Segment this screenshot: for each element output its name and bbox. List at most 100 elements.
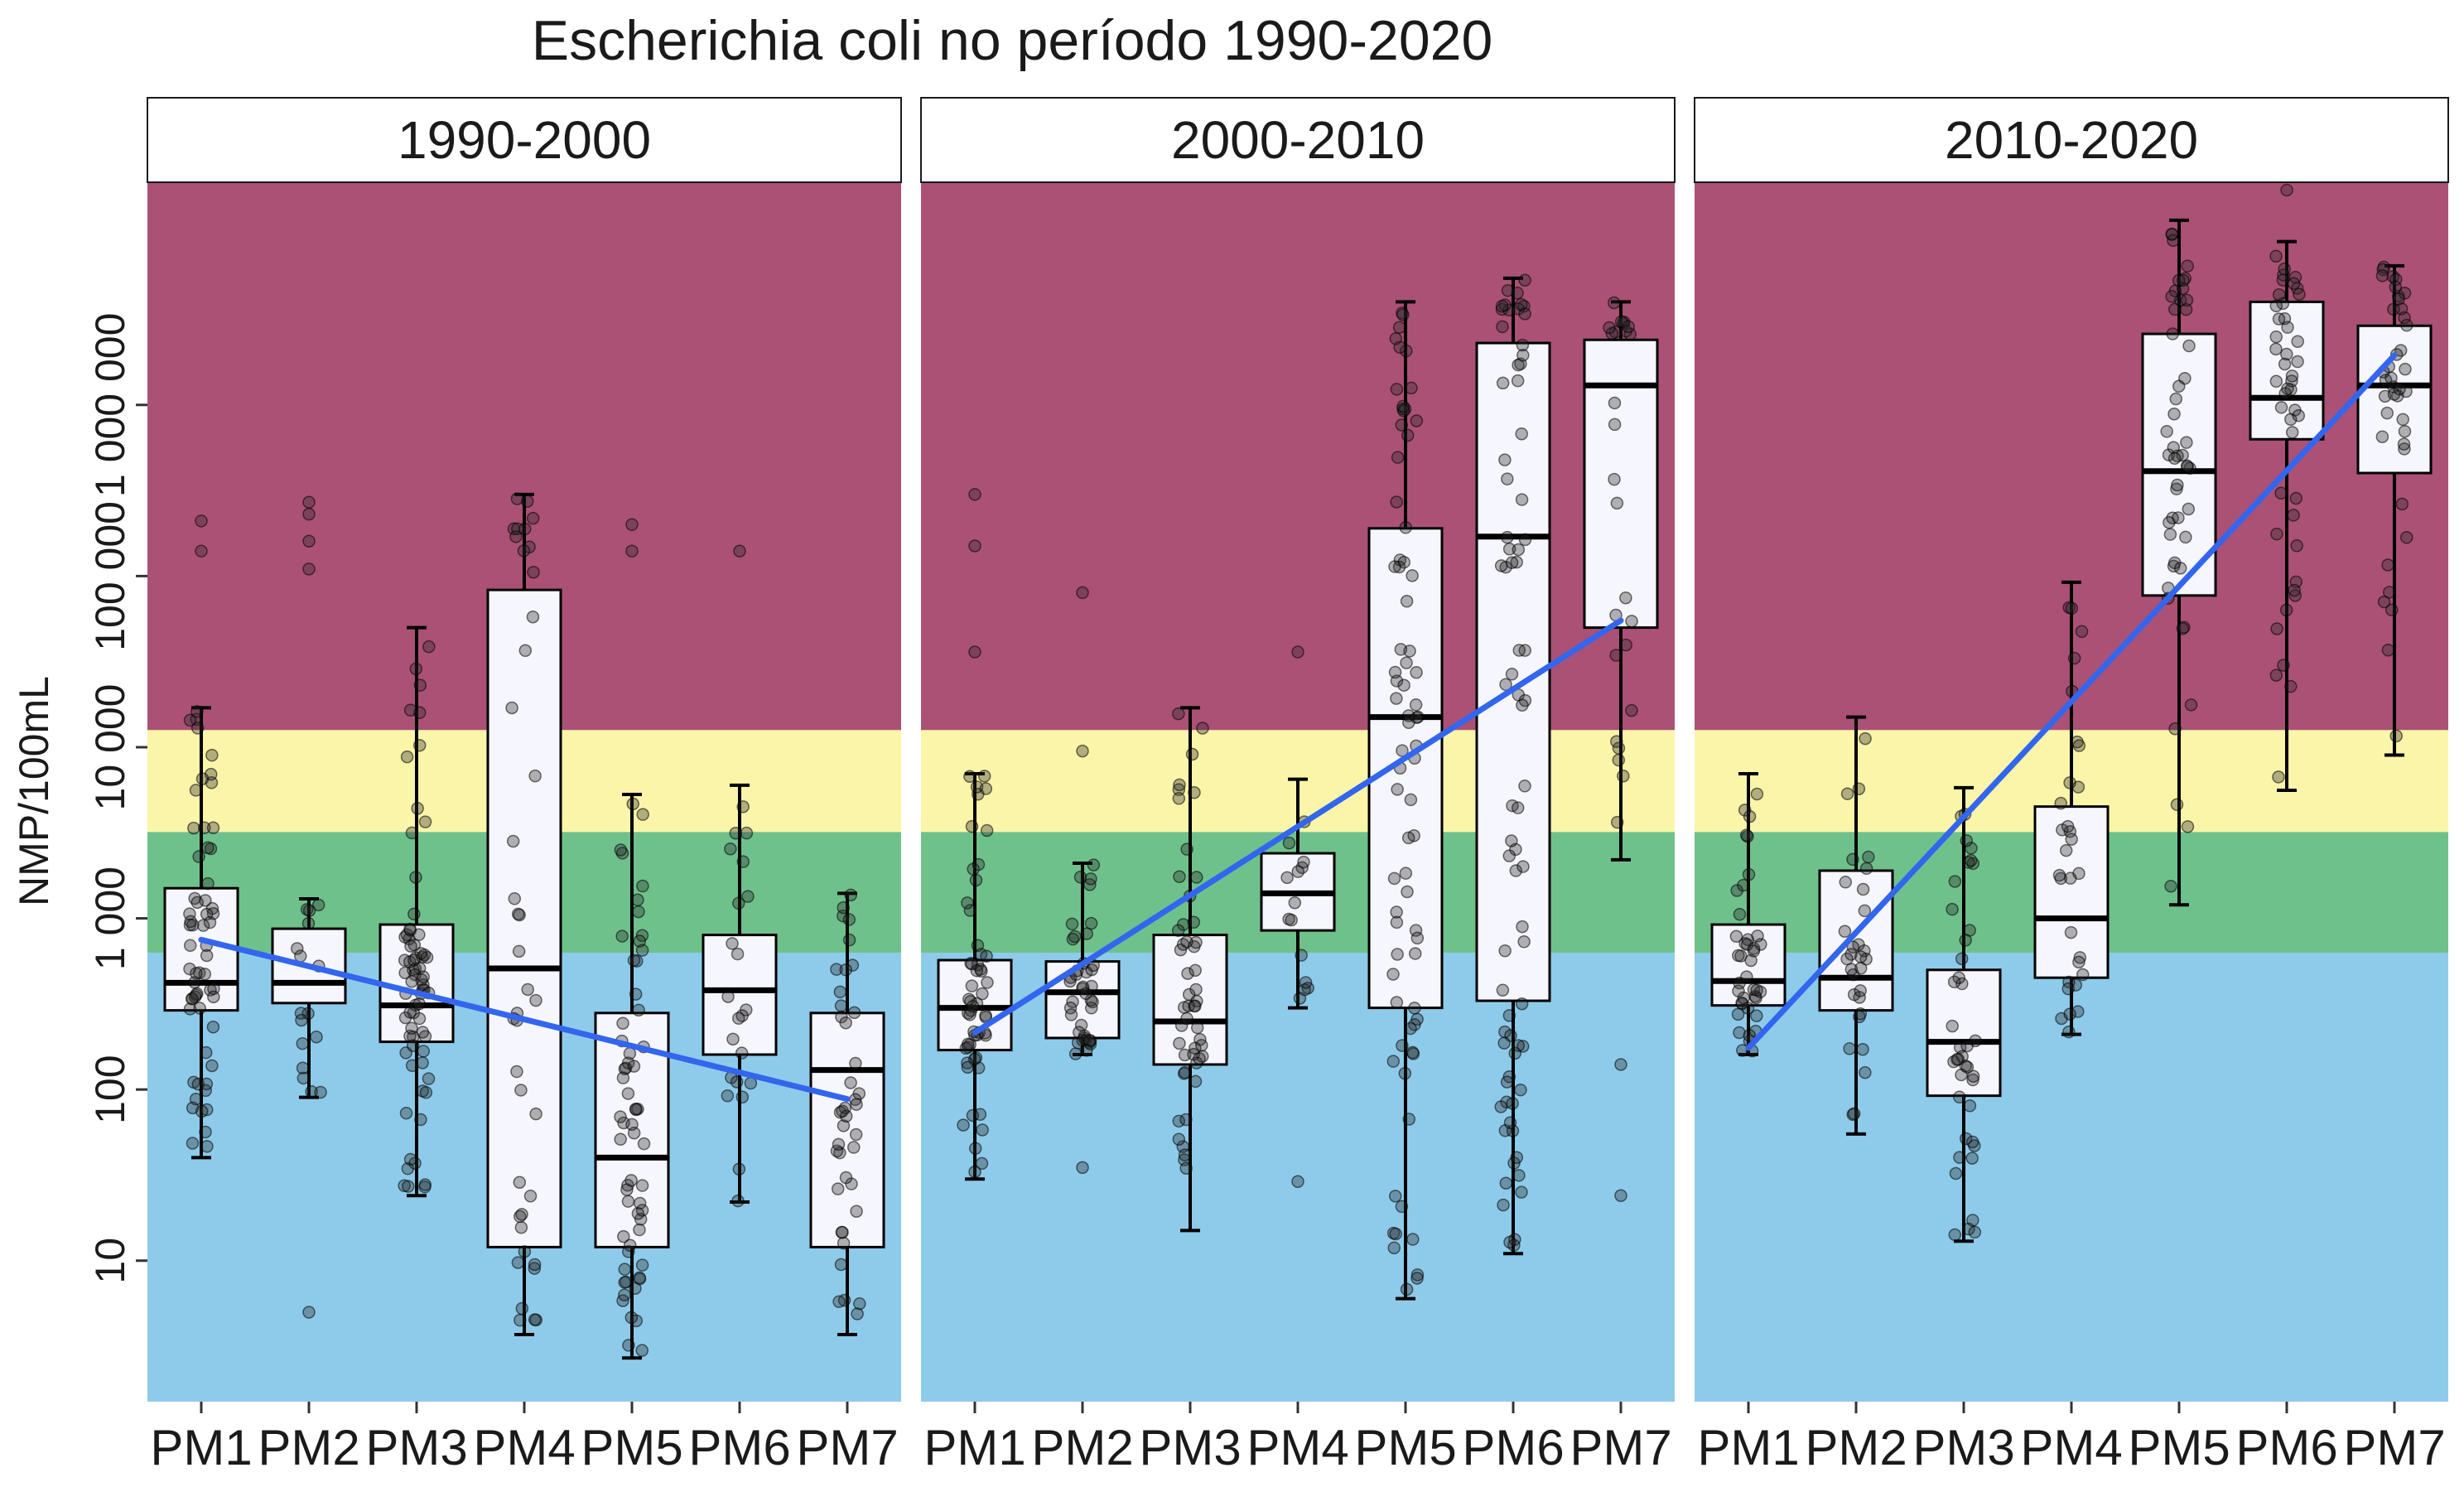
data-point [1959, 1132, 1973, 1146]
data-point [186, 918, 200, 932]
data-point [837, 1236, 851, 1250]
data-point [417, 1045, 431, 1058]
x-tick-label: PM6 [2235, 1420, 2337, 1475]
data-point [1607, 296, 1621, 310]
data-point [970, 963, 984, 978]
data-point [1397, 678, 1410, 692]
chart-title: Escherichia coli no período 1990-2020 [532, 9, 1493, 72]
data-point [1612, 753, 1626, 767]
data-point [187, 821, 200, 835]
data-point [626, 797, 639, 811]
data-point [1400, 344, 1413, 358]
data-point [2063, 1007, 2076, 1021]
data-point [2274, 401, 2288, 414]
data-point [2062, 1025, 2076, 1039]
data-point [637, 1137, 651, 1151]
data-point [614, 843, 628, 857]
data-point [1079, 987, 1092, 1001]
data-point [2387, 388, 2401, 401]
data-point [1846, 852, 1859, 867]
data-point [839, 1016, 852, 1030]
data-point [1508, 1046, 1521, 1060]
data-point [1856, 1042, 1869, 1056]
data-point [2059, 843, 2073, 857]
data-point [2289, 491, 2303, 505]
data-point [2287, 509, 2300, 522]
data-point [1506, 1097, 1519, 1110]
data-point [724, 842, 737, 856]
y-tick-label: 1 000 000 [87, 313, 133, 497]
data-point [2278, 357, 2292, 371]
data-point [2280, 347, 2293, 361]
data-point [2399, 531, 2413, 544]
data-point [2163, 515, 2176, 529]
data-point [732, 896, 745, 910]
data-point [1188, 786, 1201, 799]
data-point [976, 1123, 989, 1137]
data-point [1388, 665, 1402, 679]
data-point [1180, 935, 1193, 949]
data-point [403, 1029, 417, 1043]
x-tick-label: PM7 [1570, 1420, 1671, 1475]
data-point [2398, 424, 2412, 438]
data-point [1178, 1065, 1192, 1079]
data-point [633, 1196, 647, 1210]
data-point [1299, 976, 1313, 989]
data-point [1965, 1135, 1979, 1149]
facet-strip-label: 2010-2020 [1945, 110, 2198, 170]
data-point [506, 834, 520, 848]
data-point [636, 808, 649, 821]
data-point [1084, 916, 1098, 930]
data-point [1619, 638, 1632, 652]
outlier-point [302, 534, 316, 548]
data-point [2180, 436, 2193, 449]
data-point [842, 933, 856, 947]
data-point [2176, 448, 2189, 462]
data-point [1515, 427, 1528, 441]
data-point [1391, 948, 1404, 961]
data-point [405, 1059, 419, 1073]
data-point [850, 1098, 863, 1111]
data-point [1744, 954, 1758, 968]
data-point [2165, 290, 2178, 303]
data-point [2398, 311, 2411, 325]
data-point [2168, 722, 2182, 736]
data-point [980, 823, 994, 838]
data-point [1179, 1113, 1193, 1127]
data-point [1960, 1039, 1974, 1053]
data-point [1409, 924, 1423, 937]
data-point [1400, 656, 1413, 669]
data-point [1859, 1065, 1872, 1079]
data-point [515, 1301, 529, 1316]
data-point [740, 826, 754, 840]
data-point [2375, 430, 2389, 443]
data-point [2287, 277, 2301, 290]
data-point [2184, 698, 2198, 712]
data-point [403, 1006, 417, 1019]
data-point [200, 949, 214, 963]
data-point [1185, 747, 1199, 761]
data-point [2269, 342, 2283, 356]
data-point [1839, 876, 1853, 889]
data-point [1396, 1039, 1409, 1052]
data-point [2269, 669, 2283, 682]
data-point [837, 1119, 851, 1132]
data-point [741, 890, 755, 903]
data-point [1729, 929, 1743, 944]
data-point [965, 819, 979, 833]
data-point [2170, 798, 2184, 812]
data-point [509, 530, 523, 543]
data-point [1731, 1007, 1745, 1021]
data-point [1172, 792, 1186, 805]
data-point [419, 1086, 433, 1099]
data-point [850, 1205, 863, 1218]
data-point [979, 782, 993, 795]
x-tick-label: PM1 [150, 1420, 252, 1475]
data-point [1750, 787, 1764, 801]
data-point [1840, 787, 1854, 800]
data-point [1191, 1021, 1204, 1035]
data-point [629, 987, 643, 1001]
data-point [976, 987, 989, 1001]
data-point [1189, 1074, 1203, 1089]
